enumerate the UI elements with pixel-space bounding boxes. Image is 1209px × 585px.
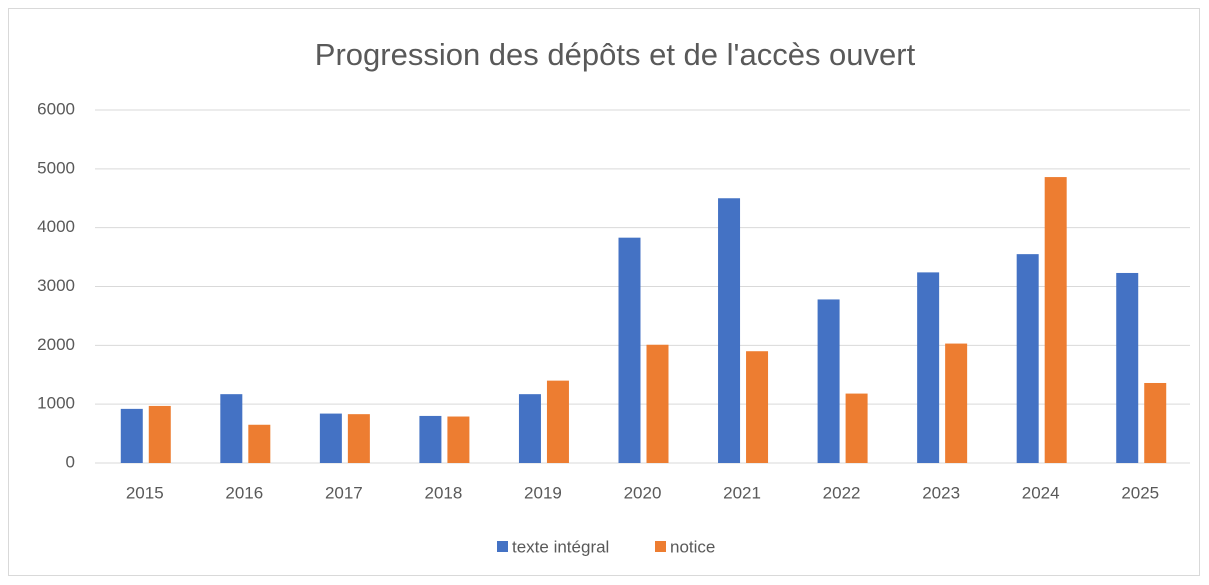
x-tick-label: 2023 xyxy=(922,483,960,502)
x-tick-label: 2019 xyxy=(524,483,562,502)
bar xyxy=(419,415,442,463)
bar xyxy=(248,424,271,463)
chart-border xyxy=(8,8,1200,576)
x-tick-label: 2018 xyxy=(424,483,462,502)
legend-swatch xyxy=(497,541,508,552)
bar xyxy=(817,299,840,463)
bar xyxy=(917,272,940,463)
bar xyxy=(845,393,868,463)
y-tick-label: 3000 xyxy=(37,276,75,295)
bar xyxy=(1044,177,1067,463)
y-tick-label: 4000 xyxy=(37,217,75,236)
bar xyxy=(220,394,243,463)
bar xyxy=(1016,254,1039,463)
bar xyxy=(618,237,641,463)
bar xyxy=(718,198,741,463)
legend-label: texte intégral xyxy=(512,537,609,556)
x-tick-label: 2025 xyxy=(1121,483,1159,502)
bar xyxy=(1116,272,1139,463)
y-tick-label: 2000 xyxy=(37,335,75,354)
bar xyxy=(546,380,569,463)
bar xyxy=(518,394,541,463)
y-tick-label: 6000 xyxy=(37,99,75,118)
bar xyxy=(319,413,342,463)
legend-swatch xyxy=(655,541,666,552)
x-tick-label: 2024 xyxy=(1022,483,1060,502)
legend-label: notice xyxy=(670,537,715,556)
bar xyxy=(447,416,470,463)
y-tick-label: 0 xyxy=(66,452,75,471)
x-tick-label: 2022 xyxy=(823,483,861,502)
bar xyxy=(148,405,171,463)
x-tick-label: 2015 xyxy=(126,483,164,502)
bar xyxy=(347,414,370,463)
x-tick-label: 2021 xyxy=(723,483,761,502)
bar xyxy=(1144,382,1167,463)
bar xyxy=(746,351,769,463)
bar xyxy=(945,343,968,463)
y-tick-label: 1000 xyxy=(37,394,75,413)
chart-title: Progression des dépôts et de l'accès ouv… xyxy=(315,37,916,72)
bar xyxy=(120,408,143,463)
bar xyxy=(646,344,669,463)
x-tick-label: 2020 xyxy=(624,483,662,502)
y-tick-label: 5000 xyxy=(37,158,75,177)
x-tick-label: 2016 xyxy=(225,483,263,502)
x-tick-label: 2017 xyxy=(325,483,363,502)
